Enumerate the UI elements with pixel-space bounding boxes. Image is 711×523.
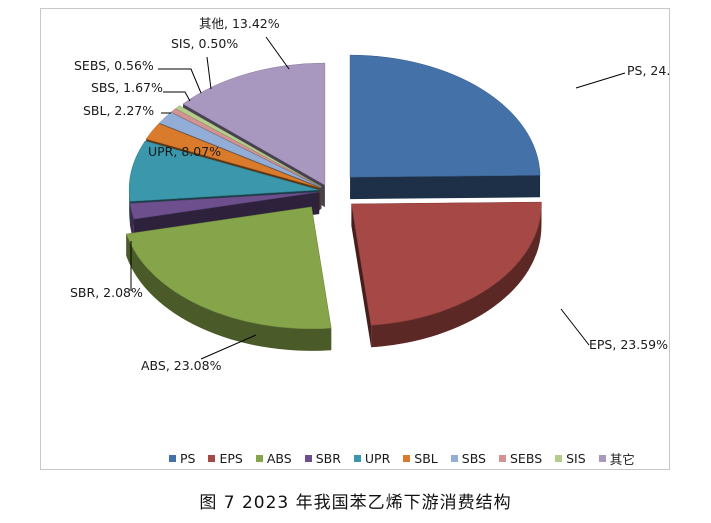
slice-side-abs: [126, 233, 332, 351]
legend-item: SIS: [555, 451, 586, 466]
pie-slice-sbl: [145, 123, 321, 189]
legend-label: PS: [180, 451, 196, 466]
legend-item: 其它: [598, 449, 635, 468]
legend-label: SIS: [566, 451, 586, 466]
legend-label: UPR: [364, 451, 391, 466]
leader-line: [575, 72, 626, 89]
pie-slice-ps: [349, 54, 541, 178]
leader-line: [206, 56, 212, 90]
pie-slice-abs: [125, 206, 332, 330]
legend-label: SBL: [414, 451, 438, 466]
leader-line: [158, 68, 202, 94]
figure-caption: 图 7 2023 年我国苯乙烯下游消费结构: [199, 493, 512, 513]
slice-wall-sbr: [129, 192, 320, 226]
legend-swatch: [450, 455, 458, 462]
legend-label: SEBS: [510, 451, 543, 466]
legend-item: SBS: [450, 451, 486, 466]
chart-legend: PS EPS ABS SBR UPR SBL SBS SEBS SIS 其它: [169, 449, 648, 468]
legend-label: SBR: [315, 451, 341, 466]
data-label-abs: ABS, 23.08%: [141, 358, 222, 373]
legend-item: UPR: [353, 451, 391, 466]
legend-swatch: [353, 455, 361, 462]
pie-slice-eps: [351, 201, 542, 326]
pie-slice-upr: [128, 140, 320, 202]
slice-wall-eps: [351, 203, 372, 348]
legend-item: PS: [169, 451, 195, 466]
legend-label: EPS: [219, 451, 243, 466]
data-label-eps: EPS, 23.59%: [589, 337, 668, 352]
pie-slice-其他: [182, 62, 326, 186]
leader-line: [200, 334, 257, 360]
legend-swatch: [499, 455, 506, 462]
legend-swatch: [598, 455, 606, 462]
legend-item: SEBS: [499, 451, 542, 466]
slice-side-sbr: [129, 203, 134, 242]
legend-swatch: [169, 455, 176, 462]
leader-line: [163, 91, 191, 102]
data-label-其他: 其他, 13.42%: [199, 16, 280, 31]
legend-item: ABS: [255, 451, 292, 466]
leader-line: [265, 36, 290, 70]
legend-swatch: [403, 455, 411, 462]
slice-wall-ps: [350, 175, 541, 200]
leader-line: [560, 308, 590, 346]
slice-side-eps: [371, 203, 542, 348]
legend-swatch: [555, 455, 563, 462]
data-label-upr: UPR, 8.07%: [148, 144, 221, 159]
data-label-ps: PS, 24.76%: [627, 63, 671, 78]
data-label-sbl: SBL, 2.27%: [83, 103, 154, 118]
legend-label: 其它: [609, 452, 635, 467]
legend-label: SBS: [461, 451, 486, 466]
legend-item: SBR: [304, 451, 341, 466]
legend-swatch: [208, 455, 216, 462]
legend-label: ABS: [266, 451, 292, 466]
pie-slice-sbr: [129, 191, 320, 220]
pie-slice-sis: [175, 105, 322, 187]
legend-item: EPS: [208, 451, 243, 466]
data-label-sbr: SBR, 2.08%: [70, 285, 143, 300]
legend-item: SBL: [403, 451, 438, 466]
data-label-sebs: SEBS, 0.56%: [74, 58, 154, 73]
data-label-sis: SIS, 0.50%: [171, 36, 238, 51]
pie-chart: PS, 24.76% EPS, 23.59% ABS, 23.08% SBR, 2.0…: [70, 16, 671, 373]
legend-swatch: [255, 455, 263, 462]
pie-slice-sbs: [158, 112, 321, 188]
legend-swatch: [304, 455, 312, 462]
data-label-sbs: SBS, 1.67%: [91, 80, 163, 95]
chart-area: PS, 24.76% EPS, 23.59% ABS, 23.08% SBR, 2.0…: [40, 8, 671, 470]
